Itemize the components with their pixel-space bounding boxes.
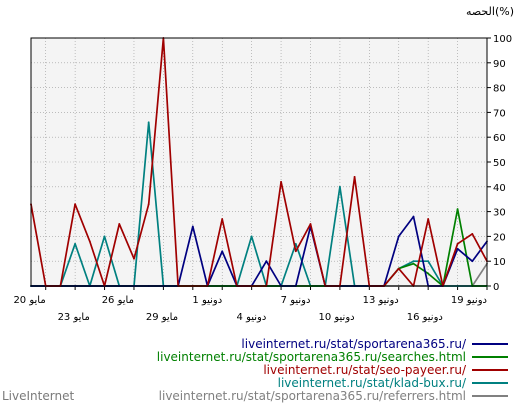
data-point-2-27 — [427, 218, 430, 220]
data-point-2-17 — [280, 180, 282, 183]
x-axis: 19 دونيو 13 دونيو 7 دونيو 1 دونيو 26 مايو 20 … — [13, 286, 488, 323]
data-point-3-27 — [427, 260, 430, 263]
data-point-2-18 — [294, 250, 297, 253]
x-tick-label-lower: 29 مايو — [146, 312, 178, 323]
data-point-2-6 — [118, 223, 121, 225]
y-tick-label: 60 — [493, 133, 506, 144]
plot-border — [30, 37, 488, 287]
data-point-2-3 — [74, 203, 77, 206]
x-tick-label-upper: 26 مايو — [102, 295, 134, 306]
x-tick-label-lower: 10 دونيو — [318, 312, 354, 323]
grid-lines — [31, 38, 487, 286]
legend-label: liveinternet.ru/stat/sportarena365.ru/re… — [159, 389, 466, 403]
y-tick-label: 90 — [493, 59, 506, 70]
data-point-2-30 — [471, 233, 474, 235]
data-point-0-13 — [221, 250, 224, 253]
y-unit-label: الحصه(%) — [466, 5, 514, 18]
legend: liveinternet.ru/stat/sportarena365.ru/li… — [157, 337, 508, 403]
data-point-3-8 — [147, 121, 150, 124]
data-point-2-7 — [133, 257, 135, 260]
data-point-0-25 — [397, 235, 400, 238]
data-point-1-27 — [427, 272, 430, 275]
data-point-3-15 — [250, 235, 253, 238]
legend-label: liveinternet.ru/stat/sportarena365.ru/ — [241, 337, 467, 351]
y-tick-label: 30 — [493, 208, 506, 219]
data-point-3-21 — [339, 185, 341, 188]
data-point-2-25 — [397, 267, 400, 270]
data-point-2-29 — [456, 242, 459, 245]
y-tick-label: 0 — [493, 282, 499, 293]
y-tick-label: 80 — [493, 84, 506, 95]
x-tick-label-upper: 13 دونيو — [363, 295, 399, 306]
data-point-1-29 — [456, 208, 459, 211]
x-tick-label-upper: 20 مايو — [13, 295, 45, 306]
data-point-3-3 — [74, 242, 77, 245]
x-tick-label-upper: 7 دونيو — [281, 295, 311, 306]
x-tick-label-upper: 1 دونيو — [192, 295, 222, 306]
data-point-0-11 — [191, 225, 194, 228]
y-tick-label: 10 — [493, 257, 506, 268]
data-point-2-13 — [221, 218, 224, 220]
y-tick-label: 50 — [493, 158, 506, 169]
y-tick-label: 20 — [493, 232, 506, 243]
y-tick-label: 70 — [493, 108, 506, 119]
x-tick-label-upper: 19 دونيو — [451, 295, 487, 306]
data-point-0-29 — [456, 247, 459, 250]
y-axis: 0 10 20 30 40 50 60 70 80 90 100 — [487, 34, 512, 293]
data-point-0-16 — [265, 260, 268, 263]
data-point-0-30 — [471, 260, 474, 263]
y-tick-label: 100 — [493, 34, 512, 45]
y-tick-label: 40 — [493, 183, 506, 194]
data-point-2-4 — [88, 240, 91, 243]
series-line-3 — [31, 121, 487, 287]
legend-label: liveinternet.ru/stat/sportarena365.ru/se… — [157, 350, 466, 364]
data-point-3-18 — [294, 242, 297, 245]
data-point-3-26 — [412, 260, 415, 263]
data-point-1-26 — [412, 262, 415, 265]
x-tick-label-lower: 16 دونيو — [407, 312, 443, 323]
legend-label: liveinternet.ru/stat/seo-payeer.ru/ — [263, 363, 467, 377]
data-point-0-26 — [412, 215, 415, 218]
data-point-3-5 — [103, 235, 106, 238]
brand-label: LiveInternet — [2, 389, 74, 403]
x-tick-label-lower: 4 دونيو — [237, 312, 267, 323]
data-point-2-19 — [309, 223, 312, 225]
data-point-2-22 — [353, 175, 356, 178]
data-point-2-8 — [147, 203, 150, 206]
x-tick-label-lower: 23 مايو — [58, 312, 90, 323]
legend-label: liveinternet.ru/stat/klad-bux.ru/ — [278, 376, 467, 390]
